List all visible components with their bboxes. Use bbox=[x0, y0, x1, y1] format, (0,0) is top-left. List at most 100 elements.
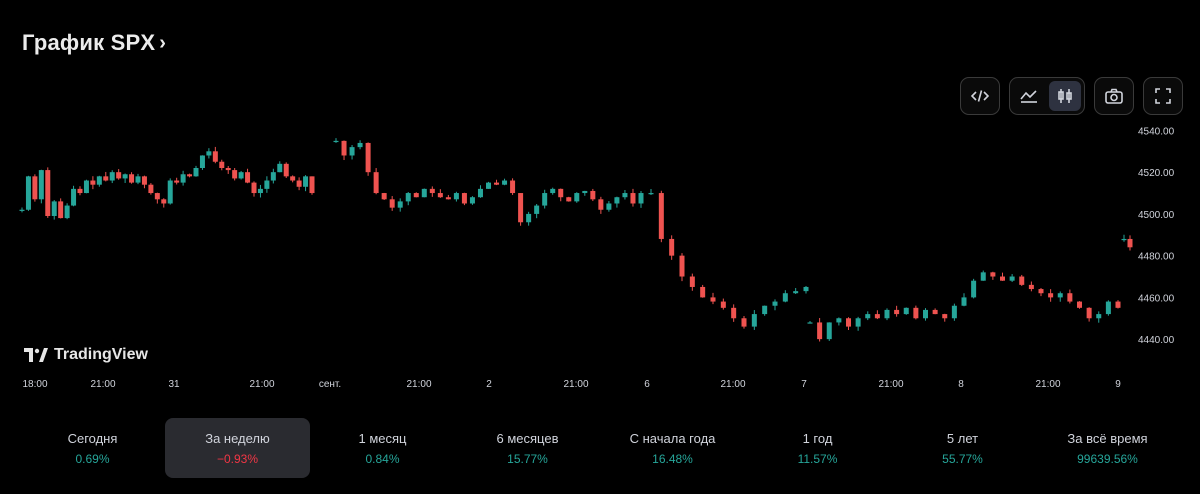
candle bbox=[64, 203, 70, 220]
x-tick-label: 21:00 bbox=[720, 379, 745, 390]
candle bbox=[1115, 300, 1121, 309]
period-change-value: 15.77% bbox=[507, 451, 548, 466]
period-tab[interactable]: 6 месяцев 15.77% bbox=[455, 418, 600, 478]
candle bbox=[526, 211, 532, 226]
y-tick-label: 4540.00 bbox=[1138, 126, 1175, 137]
candle bbox=[566, 196, 572, 202]
candle bbox=[710, 292, 716, 305]
candle bbox=[154, 192, 160, 204]
page-title-text: График SPX bbox=[22, 30, 156, 55]
candle bbox=[630, 188, 636, 207]
period-tab[interactable]: Сегодня 0.69% bbox=[20, 418, 165, 478]
candle bbox=[341, 140, 347, 161]
period-change-value: 99639.56% bbox=[1077, 451, 1138, 466]
candle bbox=[1048, 289, 1054, 302]
page-title[interactable]: График SPX › bbox=[22, 30, 166, 56]
x-tick-label: 31 bbox=[168, 379, 180, 390]
candle bbox=[782, 290, 788, 303]
snapshot-button[interactable] bbox=[1094, 77, 1134, 115]
candle bbox=[1000, 272, 1005, 281]
candles-icon bbox=[1058, 89, 1072, 103]
candle bbox=[803, 286, 809, 294]
period-tab[interactable]: С начала года 16.48% bbox=[600, 418, 745, 478]
candle bbox=[77, 186, 83, 196]
candle bbox=[1067, 289, 1073, 304]
candle bbox=[303, 175, 309, 192]
candle bbox=[405, 191, 411, 206]
period-tab[interactable]: 1 год 11.57% bbox=[745, 418, 890, 478]
candle bbox=[381, 192, 387, 201]
candle bbox=[193, 165, 199, 177]
candle bbox=[103, 171, 109, 182]
period-change-value: −0.93% bbox=[216, 451, 259, 466]
candle bbox=[445, 194, 451, 200]
candle bbox=[741, 315, 747, 329]
tradingview-icon bbox=[24, 348, 48, 362]
fullscreen-button[interactable] bbox=[1143, 77, 1183, 115]
period-label: С начала года bbox=[629, 430, 716, 446]
candle bbox=[283, 162, 289, 178]
candle bbox=[58, 198, 64, 219]
x-tick-label: сент. bbox=[319, 379, 341, 390]
candle bbox=[296, 177, 302, 191]
candle bbox=[232, 168, 238, 181]
candle bbox=[437, 189, 443, 198]
candle bbox=[614, 196, 620, 208]
candle bbox=[874, 310, 880, 320]
candle bbox=[141, 175, 147, 189]
candles-chart-button[interactable] bbox=[1049, 81, 1081, 111]
candle bbox=[582, 190, 588, 196]
period-tab[interactable]: За всё время 99639.56% bbox=[1035, 418, 1180, 478]
y-tick-label: 4500.00 bbox=[1138, 210, 1175, 221]
candle bbox=[421, 188, 427, 198]
x-tick-label: 2 bbox=[486, 379, 492, 390]
candle bbox=[1105, 300, 1111, 316]
candle bbox=[980, 270, 986, 281]
candle bbox=[32, 174, 38, 202]
tradingview-logo[interactable]: TradingView bbox=[24, 346, 148, 364]
y-axis: 4540.00 4520.00 4500.00 4480.00 4460.00 4440.… bbox=[1138, 126, 1175, 346]
candle bbox=[894, 305, 900, 317]
candle bbox=[913, 305, 919, 320]
candle bbox=[477, 185, 483, 198]
candle bbox=[550, 187, 556, 195]
candle bbox=[700, 284, 706, 298]
candle bbox=[971, 278, 977, 299]
x-tick-label: 21:00 bbox=[90, 379, 115, 390]
candle bbox=[961, 293, 967, 307]
candle bbox=[148, 183, 154, 195]
x-tick-label: 7 bbox=[801, 379, 807, 390]
candle bbox=[1028, 281, 1034, 292]
candle bbox=[534, 204, 540, 219]
period-tab[interactable]: 1 месяц 0.84% bbox=[310, 418, 455, 478]
candle bbox=[518, 193, 524, 226]
candles-layer bbox=[19, 138, 1133, 342]
x-tick-label: 21:00 bbox=[1035, 379, 1060, 390]
candle bbox=[290, 175, 296, 183]
period-label: 1 месяц bbox=[358, 430, 407, 446]
period-label: За всё время bbox=[1067, 430, 1148, 446]
candlestick-chart[interactable]: 4540.00 4520.00 4500.00 4480.00 4460.00 4440.… bbox=[0, 120, 1200, 400]
area-chart-button[interactable] bbox=[1013, 81, 1045, 111]
period-tab[interactable]: 5 лет 55.77% bbox=[890, 418, 1035, 478]
candle bbox=[116, 169, 122, 180]
candle bbox=[238, 170, 244, 180]
x-tick-label: 8 bbox=[958, 379, 964, 390]
candle bbox=[25, 175, 31, 211]
y-tick-label: 4460.00 bbox=[1138, 293, 1175, 304]
candle bbox=[731, 304, 737, 322]
candle bbox=[461, 192, 467, 206]
x-tick-label: 21:00 bbox=[563, 379, 588, 390]
candle bbox=[212, 146, 218, 164]
candle bbox=[494, 179, 500, 186]
candle bbox=[135, 173, 141, 185]
candle bbox=[1096, 311, 1102, 323]
candle bbox=[542, 189, 548, 209]
candle bbox=[689, 273, 695, 291]
candle bbox=[510, 178, 516, 195]
candle bbox=[199, 155, 205, 170]
embed-code-button[interactable] bbox=[960, 77, 1000, 115]
candle bbox=[219, 159, 225, 171]
period-tab[interactable]: За неделю −0.93% bbox=[165, 418, 310, 478]
candle bbox=[807, 320, 813, 324]
